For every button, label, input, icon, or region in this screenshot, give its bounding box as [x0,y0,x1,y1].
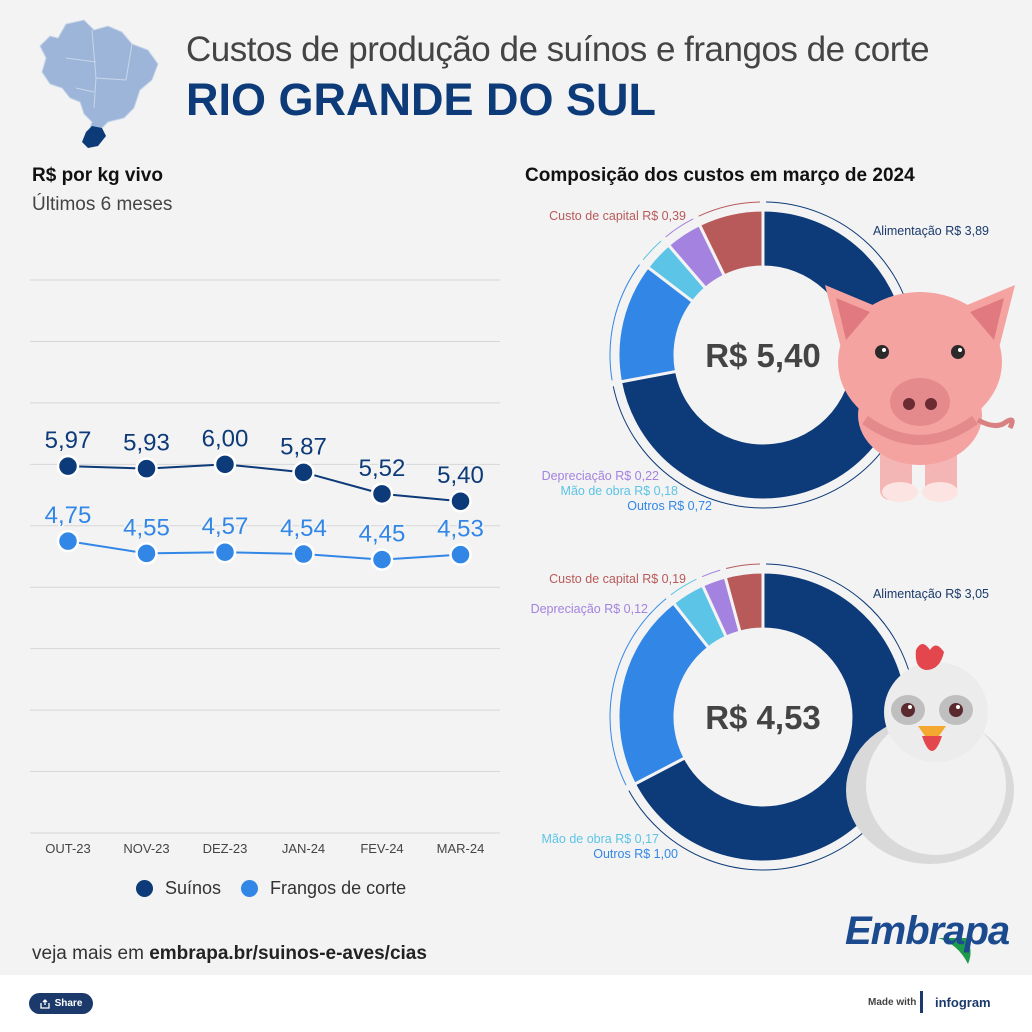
line-chart-legend: Suínos Frangos de corte [136,878,406,899]
data-point [292,542,315,566]
donut-slice [632,570,910,864]
donut-slice [723,570,765,634]
bottom-bar [0,975,1032,1032]
footer-link[interactable]: embrapa.br/suinos-e-aves/cias [149,943,427,964]
chicken-icon [846,644,1014,864]
data-label: 4,45 [359,521,406,548]
x-tick-label: MAR-24 [437,841,485,856]
made-with-label: Made with [868,997,917,1008]
footer-link-text: veja mais em embrapa.br/suinos-e-aves/ci… [32,943,427,965]
data-label: 5,40 [437,462,484,489]
slice-label: Alimentação R$ 3,05 [873,587,989,601]
share-label: Share [54,998,83,1009]
x-tick-label: OUT-23 [45,841,91,856]
data-label: 4,54 [280,515,327,542]
composition-heading: Composição dos custos em março de 2024 [525,165,915,186]
line-chart-heading: R$ por kg vivo [32,165,163,186]
infogram-logo[interactable]: infogram [920,991,1003,1013]
embrapa-logo[interactable]: Embrapa [843,900,1013,964]
footer-prefix: veja mais em [32,943,150,964]
data-label: 4,75 [45,502,92,529]
data-point [449,489,472,513]
brazil-map-icon [39,19,159,148]
legend-label-frangos: Frangos de corte [270,878,407,898]
slice-callout-arc [701,569,721,578]
donut-center-label: R$ 5,40 [705,337,821,374]
share-button[interactable]: Share [29,993,93,1014]
x-tick-label: DEZ-23 [203,841,248,856]
donut-slice [616,600,711,787]
slice-label: Outros R$ 1,00 [593,847,678,861]
data-point [370,482,394,506]
slice-callout-arc [642,240,662,261]
slice-label: Mão de obra R$ 0,17 [542,832,659,846]
data-point [135,542,158,565]
slice-label: Mão de obra R$ 0,18 [561,484,678,498]
slice-callout-arc [725,563,760,569]
title-top: Custos de produção de suínos e frangos d… [186,30,930,69]
legend-item-suinos[interactable]: Suínos [136,878,221,899]
slice-label: Custo de capital R$ 0,39 [549,209,686,223]
x-tick-label: NOV-23 [123,841,169,856]
data-point [213,540,237,564]
slice-label: Outros R$ 0,72 [627,499,712,513]
legend-label-suinos: Suínos [165,878,222,898]
series-line-0 [67,463,461,503]
data-point [56,454,80,478]
data-point [213,453,237,476]
series-line-1 [67,540,461,561]
slice-label: Alimentação R$ 3,89 [873,224,989,238]
data-label: 4,57 [202,513,249,540]
slice-label: Depreciação R$ 0,12 [531,602,648,616]
legend-dot-suinos [136,880,153,897]
slice-callout-arc [670,578,697,596]
legend-dot-frangos [241,880,259,897]
data-label: 6,00 [202,425,249,452]
data-label: 5,93 [123,430,170,457]
data-point [292,461,315,484]
data-point [56,529,80,553]
donut-center-label: R$ 4,53 [705,699,821,736]
slice-callout-arc [665,218,694,238]
slice-callout-arc [609,598,667,786]
slice-label: Depreciação R$ 0,22 [542,469,659,483]
slice-callout-arc [609,264,640,381]
donut-slice [697,208,765,278]
data-label: 4,55 [123,514,170,541]
data-label: 5,52 [359,455,406,482]
slice-callout-arc [698,201,760,217]
rio-grande-do-sul-highlight [82,126,106,148]
data-label: 4,53 [437,516,484,543]
data-label: 5,87 [280,433,327,460]
line-chart-subheading: Últimos 6 meses [32,194,173,215]
pig-icon [825,285,1015,502]
title-main: RIO GRANDE DO SUL [186,74,657,125]
data-point [370,548,394,571]
x-tick-label: FEV-24 [360,841,403,856]
share-icon [39,998,50,1009]
data-point [135,457,158,480]
legend-item-frangos[interactable]: Frangos de corte [241,878,406,899]
slice-label: Custo de capital R$ 0,19 [549,572,686,586]
x-tick-label: JAN-24 [282,841,325,856]
line-chart: OUT-23 NOV-23 DEZ-23 JAN-24 FEV-24 MAR-24 5,97… [30,279,500,856]
data-point [449,543,472,566]
embrapa-logo-text: Embrapa [845,909,1010,953]
data-label: 5,97 [45,427,92,454]
